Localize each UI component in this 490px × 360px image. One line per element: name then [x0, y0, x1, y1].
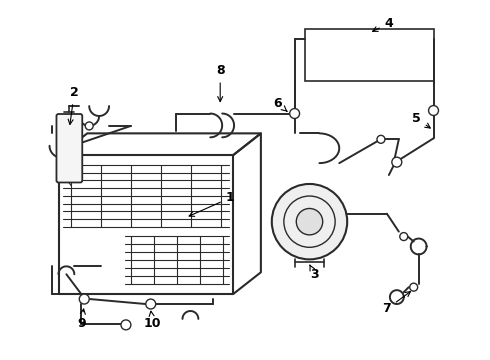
Circle shape — [284, 196, 335, 247]
Text: 10: 10 — [144, 311, 162, 330]
Text: 2: 2 — [68, 86, 79, 125]
Text: 3: 3 — [310, 265, 319, 281]
Circle shape — [121, 320, 131, 330]
Circle shape — [146, 299, 156, 309]
Circle shape — [290, 109, 299, 118]
Circle shape — [79, 294, 89, 304]
Circle shape — [377, 135, 385, 143]
Circle shape — [429, 105, 439, 116]
Circle shape — [85, 122, 93, 130]
Circle shape — [392, 157, 402, 167]
Circle shape — [296, 208, 323, 235]
Text: 6: 6 — [273, 97, 287, 111]
Text: 8: 8 — [216, 64, 224, 102]
Circle shape — [400, 233, 408, 240]
Circle shape — [272, 184, 347, 260]
Text: 7: 7 — [383, 292, 411, 315]
FancyBboxPatch shape — [56, 114, 82, 183]
Circle shape — [410, 283, 417, 291]
Bar — [305, 29, 434, 81]
Text: 5: 5 — [412, 112, 430, 128]
Text: 4: 4 — [372, 17, 393, 31]
Text: 9: 9 — [77, 309, 86, 330]
Text: 1: 1 — [189, 192, 235, 216]
